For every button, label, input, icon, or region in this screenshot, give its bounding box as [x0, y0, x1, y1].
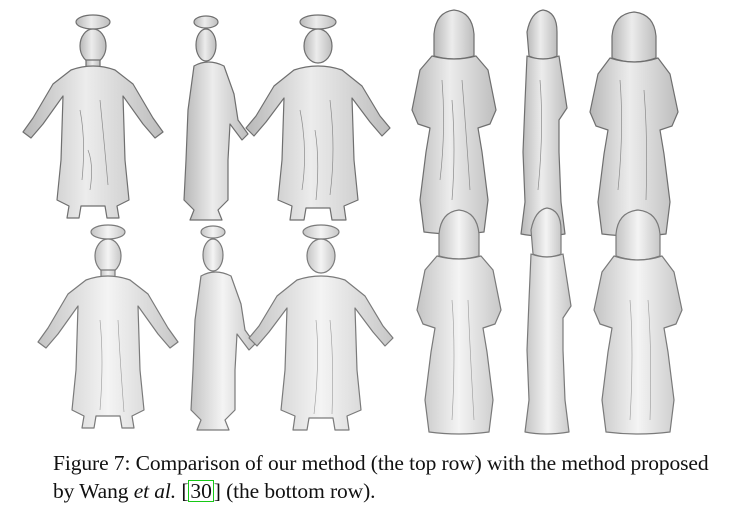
bottom-man-front-mesh [37, 224, 179, 429]
top-man-side-mesh [183, 15, 249, 221]
top-row [22, 9, 679, 237]
scan-comparison-grid [22, 9, 683, 435]
top-row-wrinkles [79, 79, 648, 201]
top-monk-back-mesh [589, 11, 679, 237]
caption-text: Figure 7: Comparison of our method (the … [53, 451, 709, 503]
caption-tail: ] (the bottom row). [213, 479, 376, 503]
top-monk-side-mesh [520, 9, 568, 237]
caption-et-al: et al. [133, 479, 177, 503]
top-man-back-mesh [245, 14, 391, 221]
citation-link[interactable]: 30 [188, 479, 214, 503]
bottom-man-side-mesh [190, 225, 256, 431]
bottom-man-back-mesh [248, 224, 394, 431]
caption-bracket-open: [ [176, 479, 189, 503]
top-man-front-mesh [22, 14, 164, 219]
bottom-row [37, 207, 683, 435]
figure-caption: Figure 7: Comparison of our method (the … [53, 449, 723, 505]
bottom-monk-side-mesh [524, 207, 572, 435]
top-monk-front-mesh [411, 9, 497, 235]
bottom-row-folds [99, 299, 651, 421]
bottom-monk-front-mesh [416, 209, 502, 435]
bottom-monk-back-mesh [593, 209, 683, 435]
